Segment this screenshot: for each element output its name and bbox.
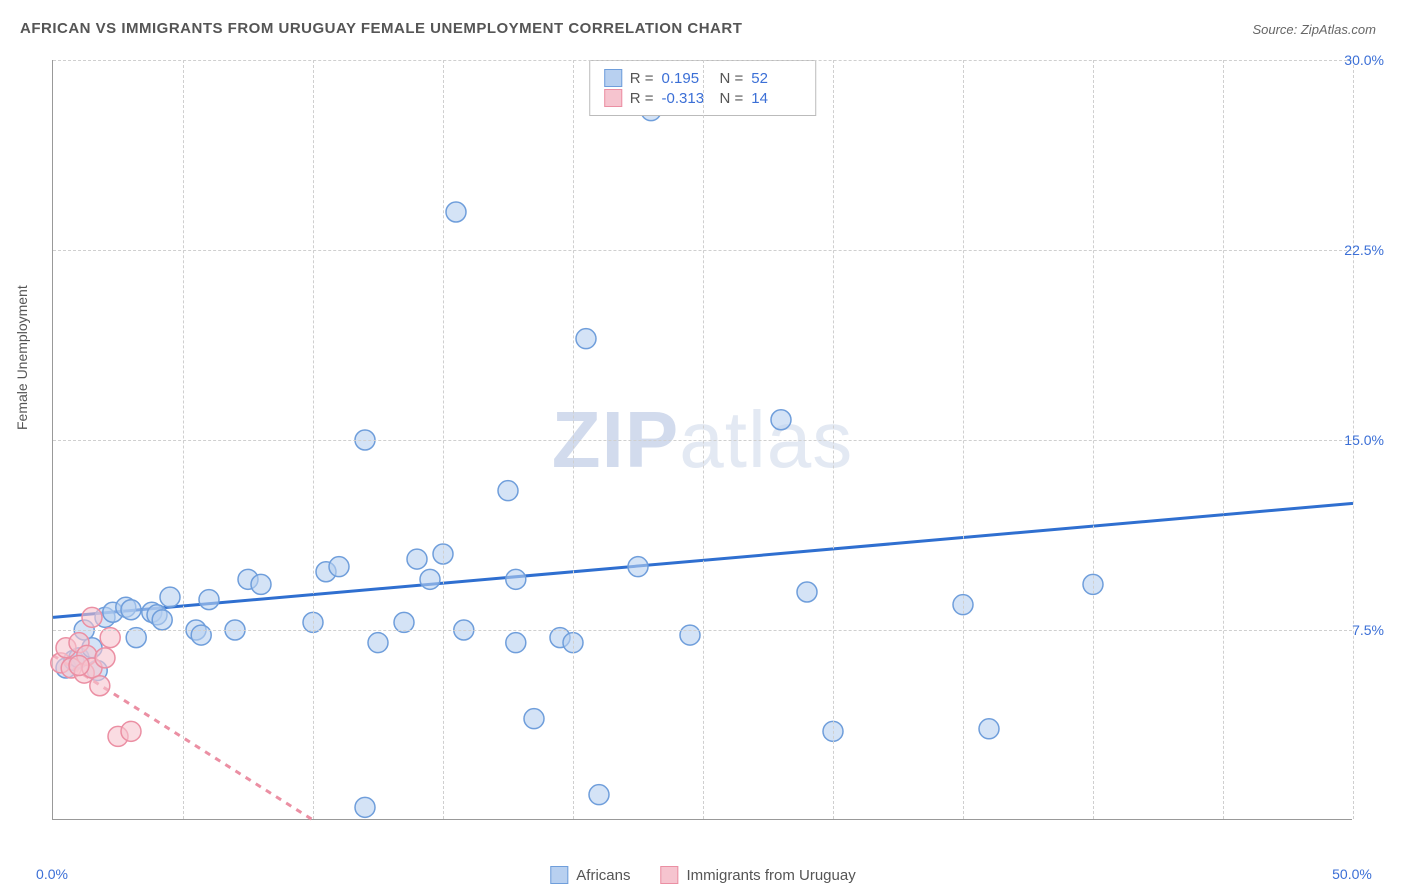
gridline-vertical <box>833 60 834 819</box>
source-name: ZipAtlas.com <box>1301 22 1376 37</box>
source-attribution: Source: ZipAtlas.com <box>1252 22 1376 37</box>
scatter-point <box>576 329 596 349</box>
gridline-vertical <box>1223 60 1224 819</box>
legend-swatch <box>660 866 678 884</box>
legend-item: Immigrants from Uruguay <box>660 866 855 884</box>
scatter-point <box>368 633 388 653</box>
y-tick-label: 15.0% <box>1344 432 1384 448</box>
y-tick-label: 22.5% <box>1344 242 1384 258</box>
gridline-vertical <box>183 60 184 819</box>
scatter-point <box>90 676 110 696</box>
scatter-point <box>420 569 440 589</box>
scatter-point <box>329 557 349 577</box>
legend-label: Immigrants from Uruguay <box>686 867 855 884</box>
x-tick-label: 50.0% <box>1332 866 1372 882</box>
n-value: 14 <box>751 90 801 107</box>
y-axis-label: Female Unemployment <box>14 285 30 430</box>
series-swatch <box>604 89 622 107</box>
gridline-vertical <box>963 60 964 819</box>
scatter-point <box>191 625 211 645</box>
r-value: 0.195 <box>662 70 712 87</box>
gridline-vertical <box>313 60 314 819</box>
gridline-vertical <box>703 60 704 819</box>
n-label: N = <box>720 90 744 107</box>
chart-plot-area: ZIPatlas R =0.195N =52R =-0.313N =14 <box>52 60 1352 820</box>
scatter-point <box>506 569 526 589</box>
scatter-point <box>121 600 141 620</box>
legend-swatch <box>550 866 568 884</box>
n-label: N = <box>720 70 744 87</box>
n-value: 52 <box>751 70 801 87</box>
scatter-point <box>524 709 544 729</box>
r-label: R = <box>630 90 654 107</box>
scatter-point <box>82 607 102 627</box>
scatter-point <box>355 797 375 817</box>
gridline-vertical <box>573 60 574 819</box>
source-label: Source: <box>1252 22 1300 37</box>
scatter-point <box>199 590 219 610</box>
scatter-point <box>95 648 115 668</box>
legend-item: Africans <box>550 866 630 884</box>
bottom-legend: Africans Immigrants from Uruguay <box>550 866 855 884</box>
r-label: R = <box>630 70 654 87</box>
series-swatch <box>604 69 622 87</box>
y-tick-label: 7.5% <box>1352 622 1384 638</box>
scatter-point <box>771 410 791 430</box>
scatter-point <box>446 202 466 222</box>
scatter-point <box>160 587 180 607</box>
chart-title: AFRICAN VS IMMIGRANTS FROM URUGUAY FEMAL… <box>20 20 742 37</box>
scatter-point <box>628 557 648 577</box>
y-tick-label: 30.0% <box>1344 52 1384 68</box>
scatter-point <box>407 549 427 569</box>
legend-label: Africans <box>576 867 630 884</box>
scatter-point <box>979 719 999 739</box>
scatter-point <box>680 625 700 645</box>
scatter-point <box>121 721 141 741</box>
scatter-point <box>251 574 271 594</box>
scatter-point <box>797 582 817 602</box>
r-value: -0.313 <box>662 90 712 107</box>
scatter-point <box>498 481 518 501</box>
gridline-vertical <box>443 60 444 819</box>
scatter-point <box>506 633 526 653</box>
scatter-point <box>589 785 609 805</box>
x-tick-label: 0.0% <box>36 866 68 882</box>
scatter-point <box>69 655 89 675</box>
gridline-vertical <box>1093 60 1094 819</box>
scatter-point <box>152 610 172 630</box>
